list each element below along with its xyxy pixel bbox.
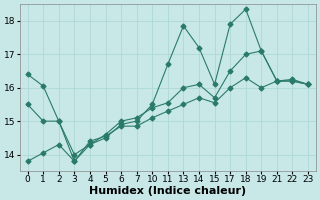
X-axis label: Humidex (Indice chaleur): Humidex (Indice chaleur): [89, 186, 246, 196]
